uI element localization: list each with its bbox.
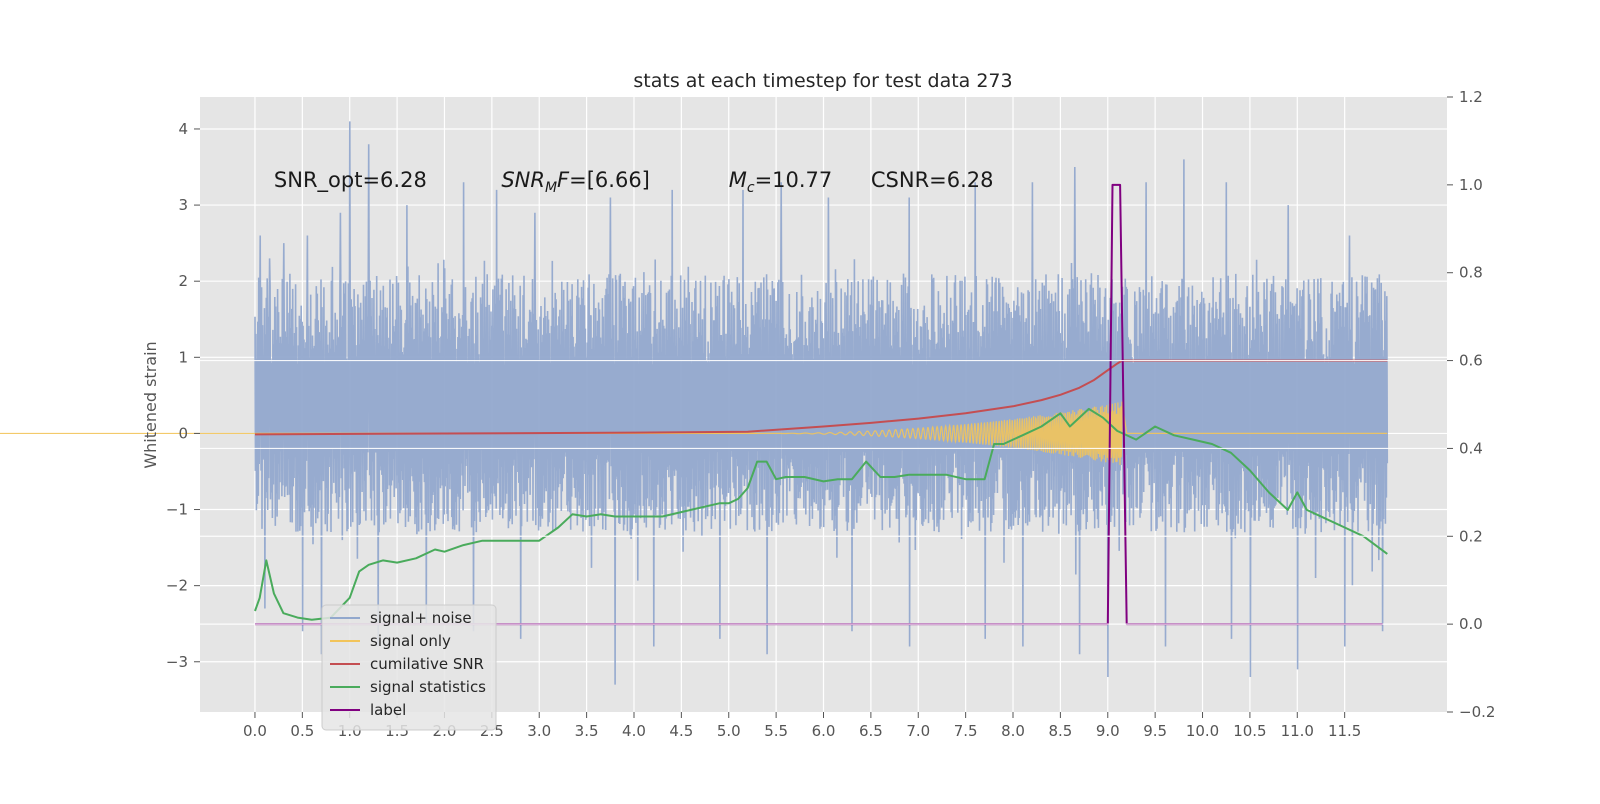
annotations: SNR_opt=6.28 SNRMF=[6.66] Mc=10.77 CSNR=6.2… — [274, 168, 994, 196]
x-tick-label-8: 4.0 — [622, 722, 646, 740]
annotation-1: SNRMF=[6.66] — [501, 168, 650, 196]
right-tick-label-0: −0.2 — [1459, 703, 1495, 721]
signal-noise-line — [254, 121, 1389, 685]
x-tick-label-16: 8.0 — [1001, 722, 1025, 740]
right-tick-label-1: 0.0 — [1459, 615, 1483, 633]
legend-label-4: label — [370, 701, 406, 719]
right-tick-label-3: 0.4 — [1459, 439, 1483, 457]
annotation-0: SNR_opt=6.28 — [274, 168, 427, 193]
legend-label-1: signal only — [370, 632, 451, 650]
chart-title: stats at each timestep for test data 273 — [633, 70, 1012, 92]
x-tick-label-11: 5.5 — [764, 722, 788, 740]
right-tick-label-5: 0.8 — [1459, 264, 1483, 282]
legend-label-3: signal statistics — [370, 678, 486, 696]
series-cumilative-snr — [254, 359, 1388, 436]
right-tick-label-6: 1.0 — [1459, 176, 1483, 194]
series-signal-statistics — [254, 407, 1388, 621]
x-tick-label-10: 5.0 — [717, 722, 741, 740]
x-tick-label-0: 0.0 — [243, 722, 267, 740]
x-tick-label-12: 6.0 — [812, 722, 836, 740]
x-tick-label-1: 0.5 — [290, 722, 314, 740]
grid-lines-overlay — [200, 359, 1447, 625]
x-tick-label-19: 9.5 — [1143, 722, 1167, 740]
right-tick-label-7: 1.2 — [1459, 88, 1483, 106]
annotation-1-part-3: =[6.66] — [569, 168, 650, 192]
y-tick-label-0: −3 — [166, 653, 188, 671]
legend-box — [321, 604, 497, 731]
y-tick-label-1: −2 — [166, 577, 188, 595]
x-tick-label-17: 8.5 — [1048, 722, 1072, 740]
y-tick-label-5: 2 — [178, 272, 188, 290]
x-tick-label-18: 9.0 — [1096, 722, 1120, 740]
x-tick-label-22: 11.0 — [1281, 722, 1314, 740]
x-tick-label-14: 7.0 — [906, 722, 930, 740]
legend: signal+ noise signal only cumilative SNR si… — [321, 604, 497, 731]
x-tick-label-6: 3.0 — [527, 722, 551, 740]
series-signal-noise — [254, 121, 1389, 685]
y-tick-label-2: −1 — [166, 501, 188, 519]
signal-only-line — [0, 401, 1388, 466]
y-tick-label-3: 0 — [178, 424, 188, 442]
annotation-3-part-0: CSNR=6.28 — [871, 168, 994, 192]
annotation-2: Mc=10.77 — [729, 168, 833, 196]
right-tick-label-4: 0.6 — [1459, 352, 1483, 370]
right-tick-label-2: 0.2 — [1459, 527, 1483, 545]
y-tick-label-6: 3 — [178, 196, 188, 214]
x-tick-label-15: 7.5 — [954, 722, 978, 740]
x-tick-label-13: 6.5 — [859, 722, 883, 740]
annotation-2-part-0: M — [729, 168, 747, 192]
y-axis-label: Whitened strain — [141, 341, 160, 468]
annotation-1-part-1: M — [545, 180, 557, 196]
x-tick-label-21: 10.5 — [1233, 722, 1266, 740]
legend-label-0: signal+ noise — [370, 609, 472, 627]
annotation-0-part-0: SNR_opt=6.28 — [274, 168, 427, 193]
axis-ticks: 0.0 0.5 1.0 1.5 2.0 2.5 3.0 3.5 4.0 4.5 5.0 5.5 6.0 6… — [166, 88, 1496, 740]
x-tick-label-23: 11.5 — [1328, 722, 1361, 740]
x-tick-label-20: 10.0 — [1186, 722, 1219, 740]
annotation-1-part-2: F — [557, 168, 570, 192]
y-tick-label-7: 4 — [178, 120, 188, 138]
x-tick-label-9: 4.5 — [669, 722, 693, 740]
y-tick-label-4: 1 — [178, 348, 188, 366]
x-tick-label-7: 3.5 — [575, 722, 599, 740]
legend-label-2: cumilative SNR — [370, 655, 484, 673]
annotation-1-part-0: SNR — [501, 168, 545, 192]
annotation-3: CSNR=6.28 — [871, 168, 994, 192]
annotation-2-part-2: =10.77 — [755, 168, 833, 192]
annotation-2-part-1: c — [747, 180, 755, 196]
